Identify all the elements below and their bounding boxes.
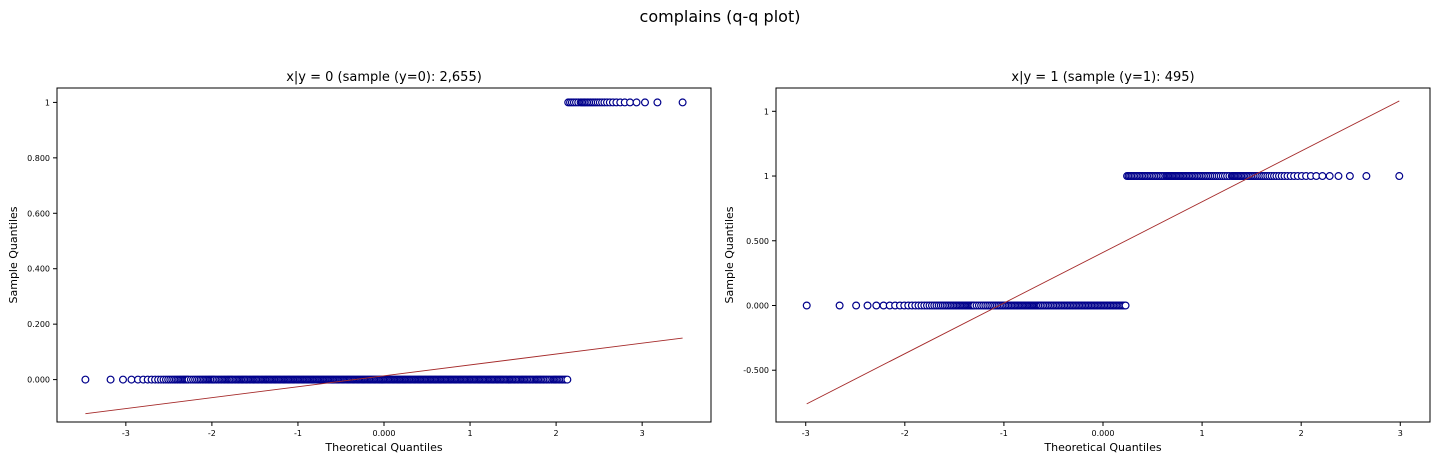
qq-point bbox=[81, 375, 90, 384]
x-tick-label: 2 bbox=[1299, 429, 1304, 438]
qq-panel-y0: x|y = 0 (sample (y=0): 2,655) -3 -2 -1 0.00… bbox=[7, 70, 712, 454]
qq-point bbox=[626, 98, 635, 107]
x-tick-label: -2 bbox=[208, 429, 216, 438]
qq-point bbox=[802, 301, 811, 310]
y-tick-label: 1 bbox=[45, 98, 50, 107]
qq-point bbox=[852, 301, 861, 310]
y-tick-label: 0.500 bbox=[746, 237, 769, 246]
plot-area-y0 bbox=[56, 87, 712, 423]
y-tick-label: 0.000 bbox=[746, 301, 769, 310]
plot-area-y1 bbox=[775, 87, 1431, 423]
points-y0 bbox=[81, 98, 687, 384]
qq-point bbox=[1325, 172, 1334, 181]
qq-point bbox=[106, 375, 115, 384]
y-axis-label-y1: Sample Quantiles bbox=[723, 206, 736, 303]
y-tick-label: 0.600 bbox=[27, 209, 50, 218]
y-tick-label: 1 bbox=[764, 172, 769, 181]
qq-point bbox=[835, 301, 844, 310]
qq-point bbox=[1362, 172, 1371, 181]
ticks-y1: -3 -2 -1 0.000 1 2 3 -0.500 0.000 0.500 1 1 bbox=[743, 107, 1403, 438]
y-axis-label-y0: Sample Quantiles bbox=[7, 206, 20, 303]
x-tick-label: 3 bbox=[1398, 429, 1403, 438]
x-tick-label: -1 bbox=[294, 429, 302, 438]
y-tick-label: 0.200 bbox=[27, 320, 50, 329]
panel-title-y1: x|y = 1 (sample (y=1): 495) bbox=[1011, 70, 1194, 85]
x-tick-label: 1 bbox=[468, 429, 473, 438]
x-tick-label: -3 bbox=[122, 429, 130, 438]
panel-title-y0: x|y = 0 (sample (y=0): 2,655) bbox=[286, 70, 482, 85]
y-tick-label: -0.500 bbox=[743, 366, 769, 375]
reference-line bbox=[806, 100, 1400, 405]
x-tick-label: -1 bbox=[1000, 429, 1008, 438]
qq-point bbox=[1334, 172, 1343, 181]
points-y1 bbox=[802, 172, 1404, 310]
qq-point bbox=[678, 98, 687, 107]
qq-point bbox=[632, 98, 641, 107]
x-tick-label: -2 bbox=[901, 429, 909, 438]
reference-line-y1 bbox=[806, 100, 1400, 405]
qq-point bbox=[1318, 172, 1327, 181]
y-tick-label: 1 bbox=[764, 107, 769, 116]
qq-point bbox=[1395, 172, 1404, 181]
qq-point bbox=[653, 98, 662, 107]
qq-point bbox=[1345, 172, 1354, 181]
x-tick-label: 3 bbox=[640, 429, 645, 438]
x-tick-label: 2 bbox=[554, 429, 559, 438]
y-tick-label: 0.400 bbox=[27, 265, 50, 274]
qq-point bbox=[119, 375, 128, 384]
x-tick-label: 1 bbox=[1200, 429, 1205, 438]
reference-line bbox=[85, 337, 683, 415]
qq-panel-y1: x|y = 1 (sample (y=1): 495) -3 -2 -1 0.000 1… bbox=[723, 70, 1431, 454]
qq-point bbox=[563, 375, 572, 384]
x-tick-label: -3 bbox=[802, 429, 810, 438]
qq-point bbox=[640, 98, 649, 107]
x-axis-label-y1: Theoretical Quantiles bbox=[1043, 441, 1161, 454]
qq-point bbox=[127, 375, 136, 384]
ticks-y0: -3 -2 -1 0.000 1 2 3 0.000 0.200 0.400 0.600 0.800 1 bbox=[27, 98, 645, 438]
reference-line-y0 bbox=[85, 337, 683, 415]
y-tick-label: 0.000 bbox=[27, 376, 50, 385]
x-tick-label: 0.000 bbox=[1092, 429, 1115, 438]
qq-point bbox=[1121, 301, 1130, 310]
x-axis-label-y0: Theoretical Quantiles bbox=[324, 441, 442, 454]
x-tick-label: 0.000 bbox=[373, 429, 396, 438]
qq-point bbox=[872, 301, 881, 310]
y-tick-label: 0.800 bbox=[27, 154, 50, 163]
qq-point bbox=[863, 301, 872, 310]
figure-title: complains (q-q plot) bbox=[639, 7, 801, 26]
